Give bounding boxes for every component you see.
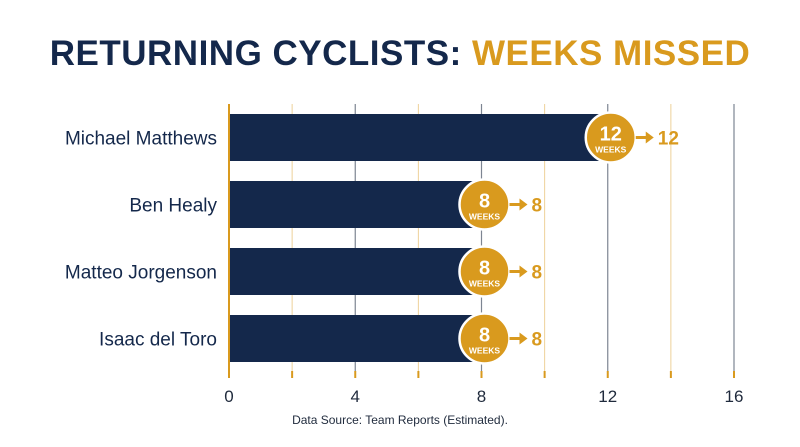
title-part-1: RETURNING CYCLISTS:	[49, 34, 462, 73]
x-tick-label: 12	[598, 387, 617, 406]
arrow-head	[645, 131, 654, 144]
badge-unit: WEEKS	[469, 279, 501, 289]
data-label: 8	[532, 330, 543, 351]
x-axis: 0 4 8 12 16	[224, 371, 743, 406]
data-label: 8	[532, 263, 543, 284]
badge-unit: WEEKS	[469, 346, 501, 356]
arrow-head	[519, 332, 528, 345]
arrow-head	[519, 198, 528, 211]
bar	[230, 315, 482, 362]
data-label: 8	[532, 196, 543, 217]
x-tick-label: 8	[477, 387, 486, 406]
category-label: Ben Healy	[129, 196, 217, 217]
title-part-2: WEEKS MISSED	[471, 34, 751, 73]
bar	[230, 248, 482, 295]
category-label: Michael Matthews	[65, 129, 217, 150]
badge-unit: WEEKS	[469, 212, 501, 222]
bar	[230, 181, 482, 228]
x-tick-label: 4	[351, 387, 360, 406]
category-label: Matteo Jorgenson	[65, 263, 217, 284]
category-label: Isaac del Toro	[99, 330, 217, 351]
badge-value: 8	[479, 258, 490, 280]
chart-title: RETURNING CYCLISTS: WEEKS MISSED	[0, 34, 800, 74]
data-label: 12	[658, 129, 679, 150]
x-tick-label: 16	[725, 387, 744, 406]
badge-value: 8	[479, 191, 490, 213]
badge-value: 8	[479, 325, 490, 347]
bar	[230, 114, 608, 161]
arrow-head	[519, 265, 528, 278]
badge-unit: WEEKS	[595, 145, 627, 155]
x-tick-label: 0	[224, 387, 233, 406]
badge-value: 12	[600, 124, 622, 146]
data-source-note: Data Source: Team Reports (Estimated).	[292, 413, 508, 427]
